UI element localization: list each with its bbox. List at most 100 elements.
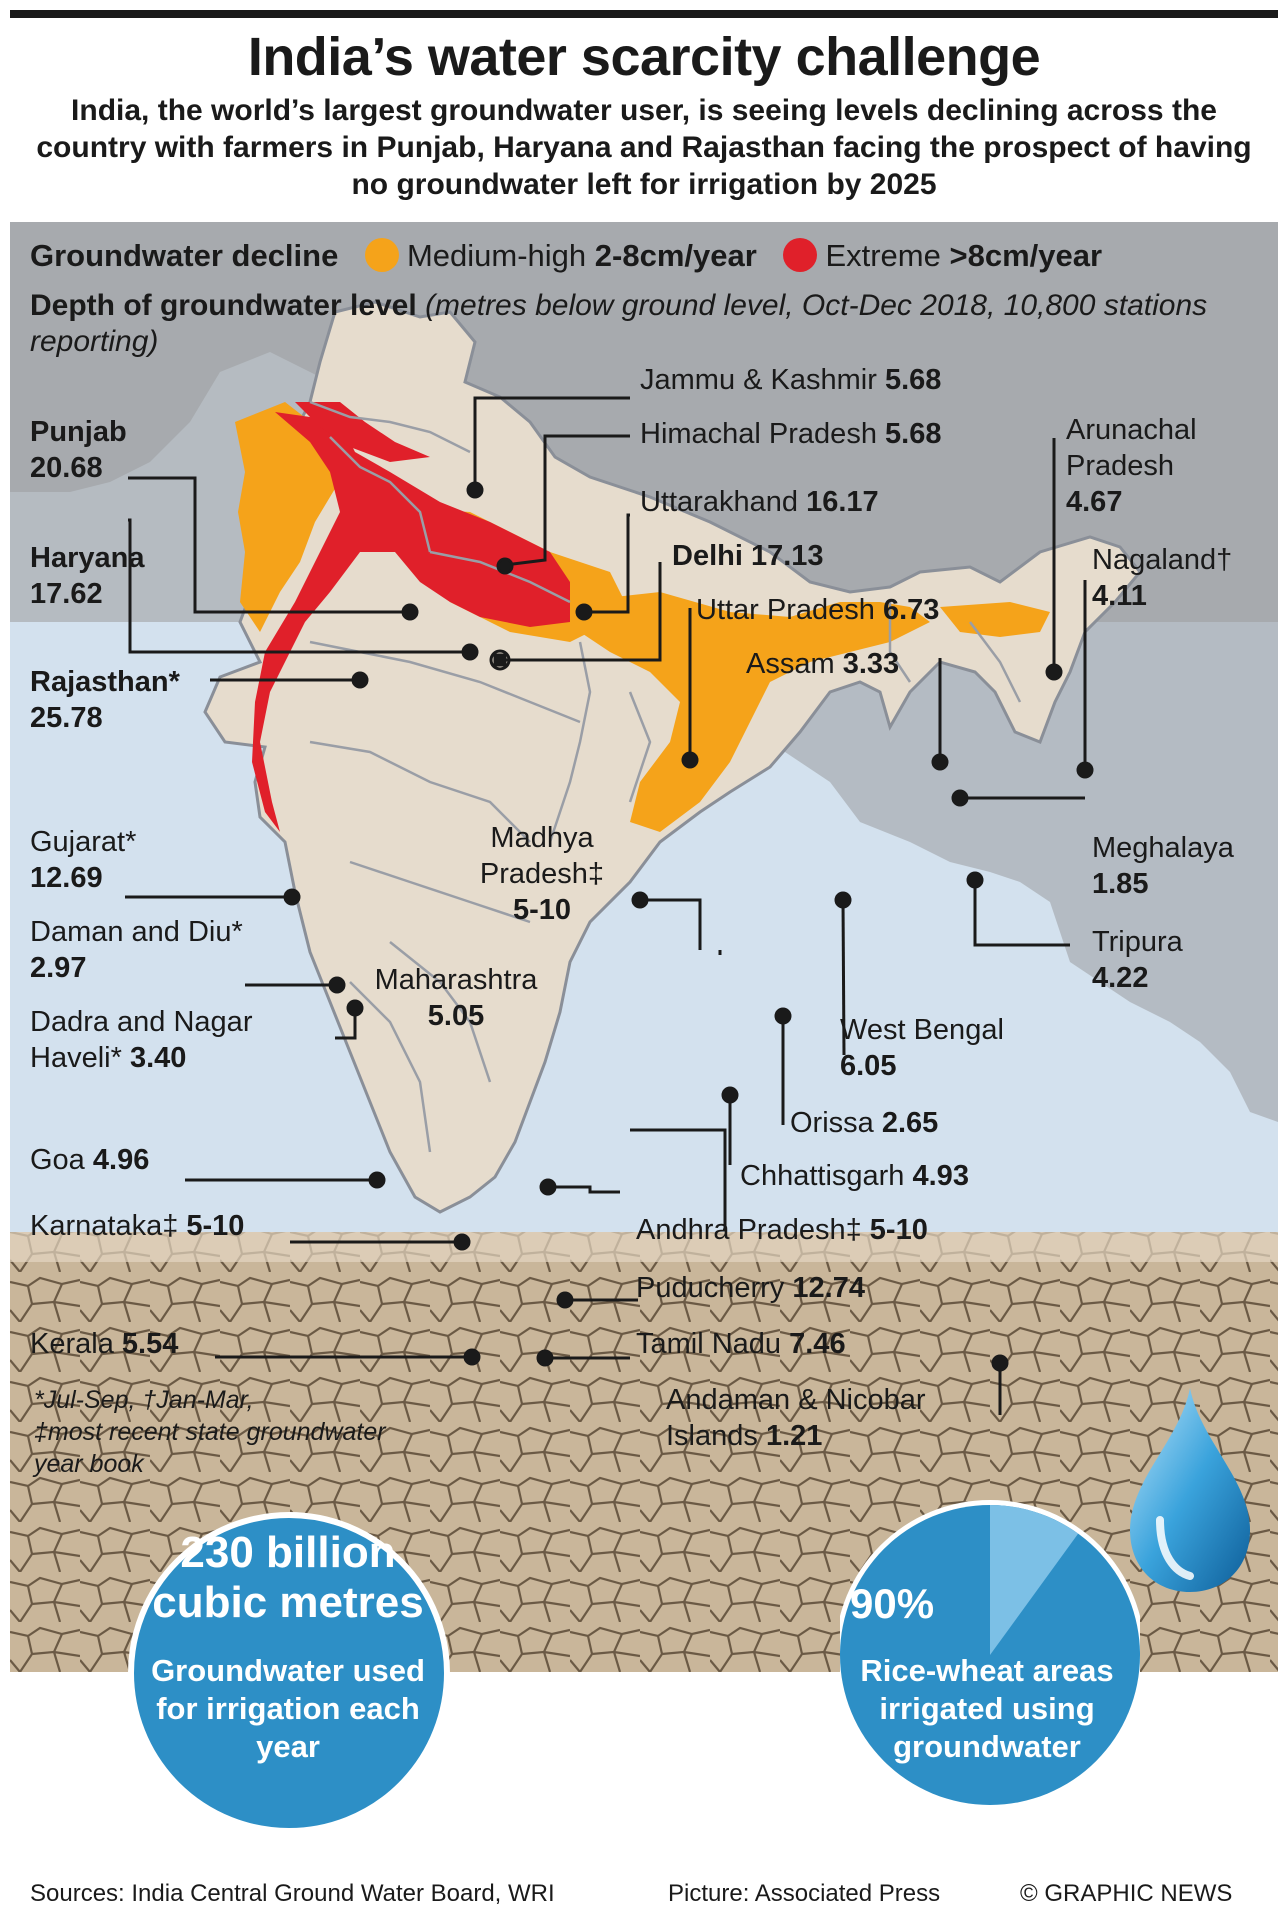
state-value: 4.96	[92, 1144, 150, 1176]
label-maharashtra: Maharashtra 5.05	[366, 962, 546, 1034]
state-name: Delhi	[672, 540, 743, 572]
state-value: 12.69	[30, 862, 103, 894]
top-rule	[10, 10, 1278, 18]
label-assam: Assam 3.33	[746, 646, 899, 682]
state-name: Andaman & Nicobar Islands	[666, 1384, 926, 1452]
state-value: 4.22	[1092, 962, 1149, 994]
label-delhi: Delhi 17.13	[672, 538, 824, 574]
label-puducherry: Puducherry 12.74	[636, 1270, 865, 1306]
state-name: Goa	[30, 1144, 85, 1176]
depth-heading-block: Depth of groundwater level (metres below…	[30, 288, 1260, 360]
pie-remainder-slice	[990, 1505, 1079, 1655]
state-name: Puducherry	[636, 1272, 785, 1304]
state-name: Himachal Pradesh	[640, 418, 877, 450]
state-name: Dadra and Nagar Haveli*	[30, 1006, 253, 1074]
state-name: Uttar Pradesh	[696, 594, 875, 626]
depth-note: (metres below ground level, Oct-Dec 2018…	[30, 289, 1208, 358]
stat-right-big: 90%	[850, 1580, 935, 1627]
label-himachal-pradesh: Himachal Pradesh 5.68	[640, 416, 941, 452]
state-name: Haryana	[30, 542, 145, 574]
state-name: Daman and Diu*	[30, 916, 243, 948]
footnote-line: year book	[34, 1450, 144, 1478]
label-arunachal-pradesh: Arunachal Pradesh 4.67	[1066, 412, 1246, 520]
state-value: 4.67	[1066, 486, 1123, 518]
page-title: India’s water scarcity challenge	[247, 27, 1041, 87]
state-value: 5.68	[885, 418, 942, 450]
stat-left-big: 230 billion cubic metres	[152, 1528, 424, 1627]
water-drop-icon	[1130, 1388, 1250, 1592]
state-name: Orissa	[790, 1107, 874, 1139]
footer-brand-credit: © GRAPHIC NEWS	[1020, 1880, 1233, 1907]
state-name: Jammu & Kashmir	[640, 364, 877, 396]
state-value: 5-10	[512, 894, 572, 926]
state-name: Gujarat*	[30, 826, 137, 858]
label-uttar-pradesh: Uttar Pradesh 6.73	[696, 592, 939, 628]
label-daman-diu: Daman and Diu* 2.97	[30, 914, 260, 986]
label-chhattisgarh: Chhattisgarh 4.93	[740, 1158, 969, 1194]
map-panel	[10, 222, 1278, 1672]
label-nagaland: Nagaland† 4.11	[1092, 542, 1232, 614]
legend-extreme-label: Extreme	[825, 238, 941, 273]
state-value: 2.97	[30, 952, 87, 984]
state-value: 4.93	[912, 1160, 969, 1192]
state-name: Karnataka‡	[30, 1210, 179, 1242]
state-value: 5.54	[121, 1328, 179, 1360]
state-name: Uttarakhand	[640, 486, 798, 518]
label-tripura: Tripura 4.22	[1092, 924, 1183, 996]
label-dadra-nagar-haveli: Dadra and Nagar Haveli* 3.40	[30, 1004, 320, 1076]
footer-sources: Sources: India Central Ground Water Boar…	[30, 1880, 555, 1907]
state-value: 7.46	[789, 1328, 846, 1360]
state-value: 5.68	[884, 364, 942, 396]
state-name: Chhattisgarh	[740, 1160, 905, 1192]
footnote-line: ‡most recent state groundwater	[34, 1418, 386, 1446]
decline-zone-extreme	[252, 412, 570, 832]
decline-zone-medium	[940, 602, 1050, 637]
label-andaman-nicobar: Andaman & Nicobar Islands 1.21	[666, 1382, 996, 1454]
state-name: Kerala	[30, 1328, 114, 1360]
depth-heading: Depth of groundwater level	[30, 289, 417, 322]
state-value: 5-10	[869, 1214, 928, 1246]
state-value: 17.62	[30, 578, 103, 610]
state-name: Tripura	[1092, 926, 1183, 958]
label-kerala: Kerala 5.54	[30, 1326, 178, 1362]
label-madhya-pradesh: Madhya Pradesh‡ 5-10	[462, 820, 622, 928]
extreme-swatch	[783, 238, 818, 272]
state-name: Andhra Pradesh‡	[636, 1214, 862, 1246]
label-karnataka: Karnataka‡ 5-10	[30, 1208, 244, 1244]
state-name: Maharashtra	[374, 964, 538, 996]
stat-left-small: Groundwater used for irrigation each yea…	[151, 1653, 425, 1764]
state-name: West Bengal	[840, 1014, 1004, 1046]
medium-swatch	[364, 238, 399, 272]
state-value: 1.85	[1092, 868, 1149, 900]
state-value: 3.33	[842, 648, 900, 680]
label-andhra-pradesh: Andhra Pradesh‡ 5-10	[636, 1212, 928, 1248]
label-gujarat: Gujarat* 12.69	[30, 824, 136, 896]
state-value: 5-10	[186, 1210, 245, 1242]
label-punjab: Punjab 20.68	[30, 414, 127, 486]
footnotes: *Jul-Sep, †Jan-Mar, ‡most recent state g…	[34, 1384, 386, 1480]
state-value: 3.40	[129, 1042, 187, 1074]
state-name: Madhya Pradesh‡	[479, 822, 605, 890]
state-value: 25.78	[30, 702, 103, 734]
label-uttarakhand: Uttarakhand 16.17	[640, 484, 879, 520]
label-jammu-kashmir: Jammu & Kashmir 5.68	[640, 362, 941, 398]
legend-heading: Groundwater decline	[30, 238, 339, 273]
legend-medium-label: Medium-high	[406, 238, 587, 273]
label-haryana: Haryana 17.62	[30, 540, 144, 612]
state-value: 1.21	[765, 1420, 823, 1452]
footer-picture-credit: Picture: Associated Press	[668, 1880, 941, 1907]
state-value: 16.17	[806, 486, 879, 518]
state-value: 5.05	[427, 1000, 485, 1032]
state-name: Rajasthan*	[30, 666, 180, 698]
legend-medium-value: 2-8cm/year	[594, 238, 757, 273]
label-meghalaya: Meghalaya 1.85	[1092, 830, 1234, 902]
state-value: 6.05	[840, 1050, 897, 1082]
label-goa: Goa 4.96	[30, 1142, 149, 1178]
state-name: Tamil Nadu	[636, 1328, 782, 1360]
horizon-haze	[10, 1232, 1278, 1262]
state-value: 6.73	[882, 594, 940, 626]
state-value: 2.65	[881, 1107, 939, 1139]
state-name: Punjab	[30, 416, 127, 448]
state-name: Nagaland†	[1092, 544, 1233, 576]
